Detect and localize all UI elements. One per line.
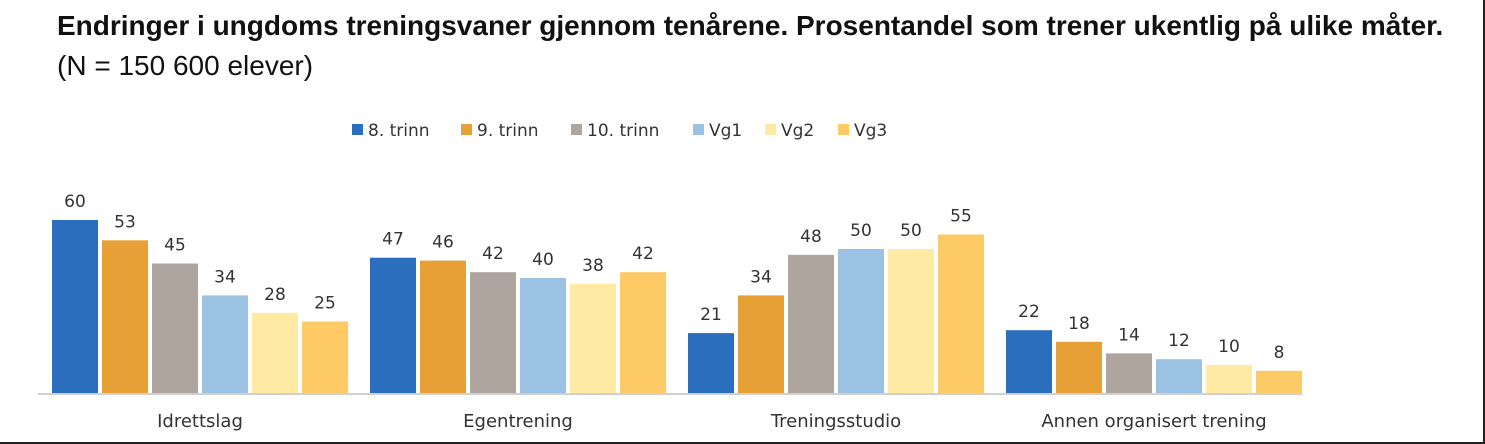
value-label-idrettslag-vg3: 25 xyxy=(314,294,336,314)
bar-egentrening-9-trinn xyxy=(420,260,466,394)
bar-egentrening-vg2 xyxy=(570,283,616,394)
bar-annen-organisert-trening-10-trinn xyxy=(1106,353,1152,394)
bar-annen-organisert-trening-9-trinn xyxy=(1056,341,1102,394)
chart-title-main: Endringer i ungdoms treningsvaner gjenno… xyxy=(57,10,1444,41)
bar-treningsstudio-vg2 xyxy=(888,249,934,394)
bar-treningsstudio-8-trinn xyxy=(688,333,734,394)
value-label-treningsstudio-vg1: 50 xyxy=(850,221,872,241)
legend-label-vg1: Vg1 xyxy=(709,121,742,141)
value-label-annen-organisert-trening-vg1: 12 xyxy=(1168,331,1190,351)
bar-idrettslag-8-trinn xyxy=(52,220,98,394)
value-label-annen-organisert-trening-10-trinn: 14 xyxy=(1118,325,1140,345)
bar-idrettslag-vg2 xyxy=(252,312,298,394)
bar-idrettslag-vg3 xyxy=(302,321,348,394)
category-label-idrettslag: Idrettslag xyxy=(157,411,243,432)
value-label-egentrening-10-trinn: 42 xyxy=(482,244,504,264)
value-label-annen-organisert-trening-vg3: 8 xyxy=(1274,343,1285,363)
bar-treningsstudio-vg3 xyxy=(938,234,984,394)
bar-egentrening-vg3 xyxy=(620,272,666,394)
legend-swatch-vg2 xyxy=(765,124,776,135)
value-label-idrettslag-vg2: 28 xyxy=(264,285,286,305)
value-label-idrettslag-10-trinn: 45 xyxy=(164,236,186,256)
chart-bars xyxy=(52,220,1302,394)
bar-idrettslag-vg1 xyxy=(202,295,248,394)
value-label-treningsstudio-10-trinn: 48 xyxy=(800,227,822,247)
value-label-annen-organisert-trening-8-trinn: 22 xyxy=(1018,302,1040,322)
value-label-egentrening-9-trinn: 46 xyxy=(432,233,454,253)
value-label-idrettslag-9-trinn: 53 xyxy=(114,212,136,232)
bar-annen-organisert-trening-8-trinn xyxy=(1006,330,1052,394)
value-label-egentrening-vg3: 42 xyxy=(632,244,654,264)
bar-treningsstudio-9-trinn xyxy=(738,295,784,394)
value-label-egentrening-vg1: 40 xyxy=(532,250,554,270)
bar-treningsstudio-vg1 xyxy=(838,249,884,394)
category-label-annen-organisert-trening: Annen organisert trening xyxy=(1041,411,1266,432)
value-label-egentrening-vg2: 38 xyxy=(582,256,604,276)
legend-label-10-trinn: 10. trinn xyxy=(587,121,659,141)
value-label-idrettslag-8-trinn: 60 xyxy=(64,192,86,212)
chart-title: Endringer i ungdoms treningsvaner gjenno… xyxy=(57,6,1467,86)
legend-label-9-trinn: 9. trinn xyxy=(477,121,539,141)
bar-egentrening-10-trinn xyxy=(470,272,516,394)
value-label-treningsstudio-vg3: 55 xyxy=(950,207,972,227)
category-label-treningsstudio: Treningsstudio xyxy=(770,411,901,432)
bar-annen-organisert-trening-vg3 xyxy=(1256,370,1302,394)
legend-swatch-10-trinn xyxy=(571,124,582,135)
legend-label-vg2: Vg2 xyxy=(781,121,814,141)
value-label-egentrening-8-trinn: 47 xyxy=(382,230,404,250)
chart-title-sample-size: (N = 150 600 elever) xyxy=(57,50,314,81)
category-label-egentrening: Egentrening xyxy=(463,411,573,432)
bar-egentrening-8-trinn xyxy=(370,257,416,394)
bar-idrettslag-10-trinn xyxy=(152,263,198,394)
legend-swatch-vg3 xyxy=(838,124,849,135)
chart-legend: 8. trinn 9. trinn 10. trinn Vg1 Vg2 Vg3 xyxy=(352,121,887,141)
legend-swatch-9-trinn xyxy=(461,124,472,135)
legend-swatch-vg1 xyxy=(693,124,704,135)
value-label-treningsstudio-9-trinn: 34 xyxy=(750,267,772,287)
bar-annen-organisert-trening-vg1 xyxy=(1156,359,1202,394)
bar-annen-organisert-trening-vg2 xyxy=(1206,365,1252,394)
x-axis-category-labels: Idrettslag Egentrening Treningsstudio Annen… xyxy=(157,411,1267,432)
value-label-annen-organisert-trening-vg2: 10 xyxy=(1218,337,1240,357)
value-label-treningsstudio-vg2: 50 xyxy=(900,221,922,241)
value-label-annen-organisert-trening-9-trinn: 18 xyxy=(1068,314,1090,334)
bar-idrettslag-9-trinn xyxy=(102,240,148,394)
value-label-treningsstudio-8-trinn: 21 xyxy=(700,305,722,325)
legend-swatch-8-trinn xyxy=(352,124,363,135)
bar-treningsstudio-10-trinn xyxy=(788,254,834,394)
bar-egentrening-vg1 xyxy=(520,278,566,394)
legend-label-vg3: Vg3 xyxy=(854,121,887,141)
legend-label-8-trinn: 8. trinn xyxy=(368,121,430,141)
value-label-idrettslag-vg1: 34 xyxy=(214,267,236,287)
chart-value-labels: 60 53 45 34 28 25 47 46 42 40 38 42 21 34 48 50 50 55 22 18… xyxy=(64,192,1284,363)
